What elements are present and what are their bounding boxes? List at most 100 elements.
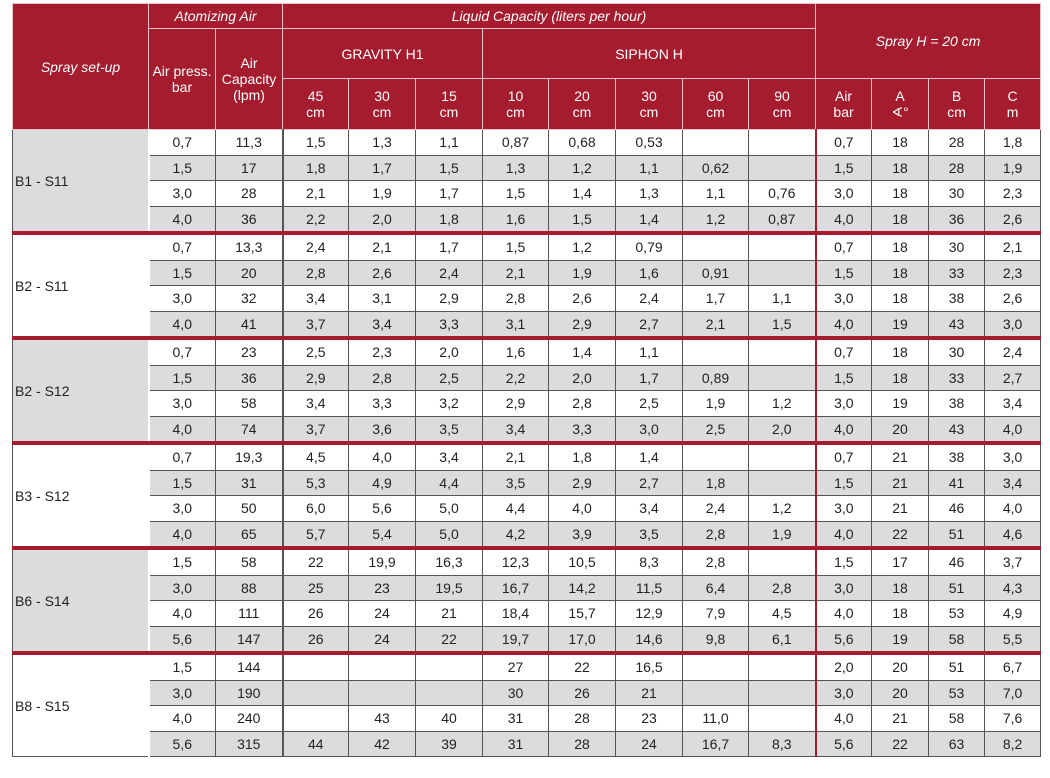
table-cell: 18 (871, 336, 930, 366)
table-cell: 19,9 (348, 546, 417, 576)
table-cell: 41 (928, 469, 986, 496)
table-cell: 20 (871, 679, 930, 706)
table-cell: 38 (928, 285, 986, 312)
table-cell: 3,0 (814, 390, 873, 417)
table-cell: 0,7 (148, 231, 216, 261)
table-cell: 31 (214, 469, 284, 496)
table-cell: 7,6 (984, 705, 1042, 732)
table-cell: 3,0 (814, 574, 873, 601)
table-cell (682, 129, 750, 156)
table-row: 3,0 28 2,1 1,9 1,7 1,5 1,4 1,3 1,1 0,76 3,0 18 30 2,3 (13, 180, 1042, 207)
table-cell (281, 705, 350, 732)
table-cell: 17 (871, 546, 930, 576)
table-cell: 1,7 (415, 180, 484, 207)
table-cell: 5,5 (984, 625, 1042, 654)
table-cell: 3,0 (814, 285, 873, 312)
table-cell: 240 (214, 705, 284, 732)
table-cell: 1,5 (482, 231, 550, 261)
table-cell: 2,8 (682, 520, 750, 549)
table-cell: 2,9 (548, 469, 617, 496)
table-cell: 2,5 (615, 390, 684, 417)
table-cell: 1,5 (148, 364, 216, 391)
table-cell: 2,6 (984, 205, 1042, 234)
table-cell: 2,1 (348, 231, 417, 261)
table-cell: 5,0 (415, 520, 484, 549)
table-cell: 1,5 (814, 469, 873, 496)
table-cell: 2,3 (984, 180, 1042, 207)
column-header: Air bar (815, 78, 873, 130)
spray-setup-label: B1 - S11 (12, 129, 150, 234)
table-cell: 2,8 (748, 574, 817, 601)
table-cell: 18 (871, 205, 930, 234)
table-row: 5,6 315 44 42 39 31 28 24 16,7 8,3 5,6 22 63 8,2 (13, 730, 1042, 757)
table-row: B3 - S12 0,7 19,3 4,5 4,0 3,4 2,1 1,8 1,4 0,7 21 38… (12, 441, 1042, 549)
table-cell (748, 259, 817, 286)
table-cell: 28 (928, 129, 986, 156)
table-cell: 4,0 (348, 441, 417, 471)
table-cell: 0,7 (814, 441, 873, 471)
table-cell: 18 (871, 574, 930, 601)
table-cell: 3,0 (814, 495, 873, 522)
table-cell: 1,7 (348, 154, 417, 181)
table-cell: 16,3 (415, 546, 484, 576)
header-air-capacity: Air Capacity (lpm) (214, 28, 284, 130)
table-row: 4,0 41 3,7 3,4 3,3 3,1 2,9 2,7 2,1 1,5 4,0 19 43 3,0 (13, 310, 1042, 339)
table-cell: 19,5 (415, 574, 484, 601)
table-cell: 4,0 (814, 205, 873, 234)
table-cell: 19 (871, 310, 930, 339)
table-cell: 2,8 (682, 546, 750, 576)
table-cell: 111 (214, 600, 284, 627)
table-cell: 38 (928, 441, 986, 471)
table-cell: 30 (482, 679, 550, 706)
header-liquid-capacity: Liquid Capacity (liters per hour) (282, 3, 817, 29)
table-cell: 1,5 (814, 259, 873, 286)
table-cell: 0,89 (682, 364, 750, 391)
table-cell: 2,4 (415, 259, 484, 286)
table-cell (748, 154, 817, 181)
table-cell: 1,1 (682, 180, 750, 207)
table-cell: 2,9 (548, 310, 617, 339)
column-header: 15 cm (415, 78, 484, 130)
table-cell: 1,5 (548, 205, 617, 234)
spray-setup-label: B8 - S15 (12, 651, 150, 757)
table-row: 1,5 17 1,8 1,7 1,5 1,3 1,2 1,1 0,62 1,5 18 28 1,9 (13, 154, 1042, 181)
table-cell: 1,5 (415, 154, 484, 181)
table-cell: 2,9 (482, 390, 550, 417)
table-cell: 1,9 (748, 520, 817, 549)
table-cell: 21 (415, 600, 484, 627)
table-cell: 1,5 (148, 469, 216, 496)
table-cell: 41 (214, 310, 284, 339)
table-cell: 2,6 (348, 259, 417, 286)
table-row: 4,0 240 43 40 31 28 23 11,0 4,0 21 58 7,6 (13, 705, 1042, 732)
table-cell: 18 (871, 129, 930, 156)
table-cell: 21 (871, 441, 930, 471)
table-cell: 6,0 (281, 495, 350, 522)
table-cell: 4,4 (482, 495, 550, 522)
table-cell (682, 231, 750, 261)
header-atomizing-air: Atomizing Air (147, 3, 284, 29)
table-cell: 2,4 (984, 336, 1042, 366)
table-cell: 2,7 (984, 364, 1042, 391)
table-row: 4,0 36 2,2 2,0 1,8 1,6 1,5 1,4 1,2 0,87 4,0 18 36 2,6 (13, 205, 1042, 234)
table-cell: 1,2 (548, 231, 617, 261)
table-cell: 9,8 (682, 625, 750, 654)
table-cell: 12,3 (482, 546, 550, 576)
table-cell: 1,5 (148, 546, 216, 576)
table-cell: 2,7 (615, 469, 684, 496)
table-row: B8 - S15 1,5 144 27 22 16,5 2,0 20 51 6,7 (12, 651, 1042, 757)
table-cell: 1,9 (548, 259, 617, 286)
table-cell: 1,6 (482, 336, 550, 366)
table-cell: 1,9 (682, 390, 750, 417)
column-header: 90 cm (748, 78, 817, 130)
table-cell: 39 (415, 730, 484, 757)
table-cell: 51 (928, 574, 986, 601)
table-cell: 4,0 (814, 310, 873, 339)
table-cell: 74 (214, 415, 284, 444)
table-cell: 5,6 (814, 730, 873, 757)
table-cell: 0,87 (482, 129, 550, 156)
table-cell: 22 (871, 520, 930, 549)
table-cell: 11,3 (214, 129, 284, 156)
table-cell: 2,3 (348, 336, 417, 366)
table-cell (748, 679, 817, 706)
table-cell: 16,7 (682, 730, 750, 757)
